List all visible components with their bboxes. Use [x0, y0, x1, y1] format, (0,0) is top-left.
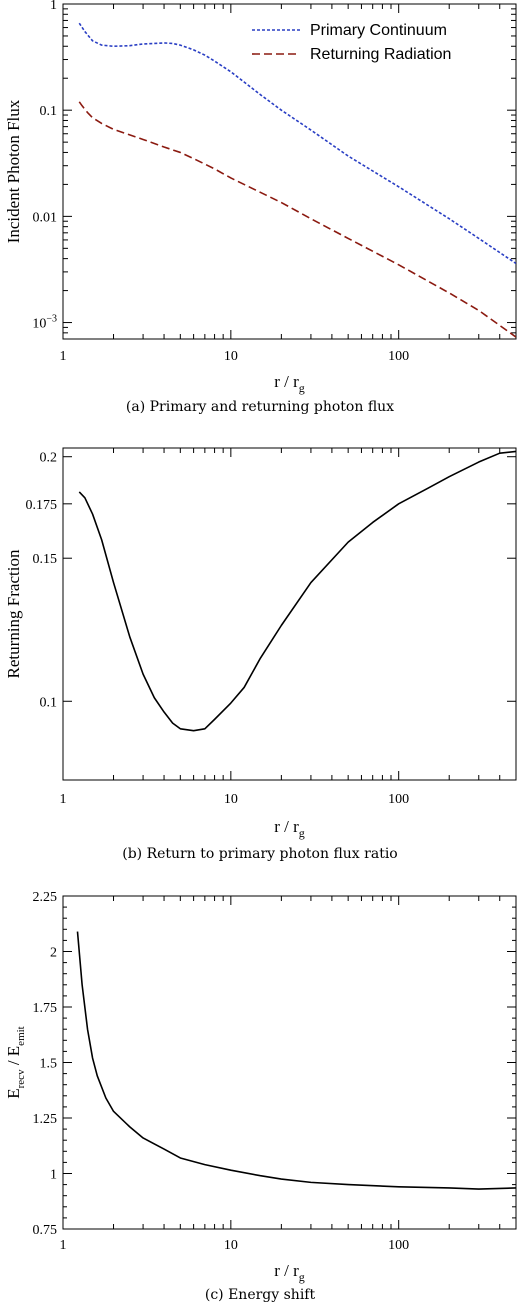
- panel-caption: (b) Return to primary photon flux ratio: [122, 846, 397, 862]
- x-tick-label: 100: [388, 1238, 409, 1253]
- chart-panel-a: 1 10 100 1 0.1 0.01 10−3 r / rg Incident Photon …: [4, 0, 517, 415]
- y-tick-label: 2.25: [33, 890, 58, 905]
- y-axis-title: Returning Fraction: [4, 549, 23, 678]
- x-tick-label: 10: [224, 349, 238, 364]
- panel-caption: (c) Energy shift: [205, 1287, 316, 1303]
- y-tick-label: 0.1: [40, 695, 58, 710]
- y-tick-label: 10−3: [32, 314, 57, 332]
- series-line-1: [78, 450, 516, 732]
- legend: Primary Continuum Returning Radiation: [252, 22, 451, 63]
- x-tick-label: 1: [60, 1238, 67, 1253]
- y-tick-label: 1: [50, 1168, 57, 1183]
- y-tick-label: 0.175: [26, 498, 58, 513]
- y-tick-label: 1.25: [33, 1112, 58, 1127]
- y-tick-label: 0.2: [40, 451, 58, 466]
- x-tick-label: 10: [224, 1238, 238, 1253]
- series-line-1: [76, 931, 516, 1190]
- x-axis-title: r / rg: [274, 817, 305, 840]
- x-tick-label: 1: [60, 792, 67, 807]
- legend-label: Returning Radiation: [310, 46, 451, 63]
- series-line-returning-radiation: [78, 101, 516, 338]
- x-tick-label: 10: [224, 792, 238, 807]
- y-tick-label: 0.15: [33, 552, 58, 567]
- x-axis-title: r / rg: [274, 1261, 305, 1284]
- y-tick-label: 2: [50, 946, 57, 961]
- y-tick-label: 1.5: [40, 1057, 58, 1072]
- legend-label: Primary Continuum: [310, 22, 447, 39]
- panel-caption: (a) Primary and returning photon flux: [126, 399, 394, 415]
- series-line-primary-continuum: [78, 22, 516, 265]
- y-tick-label: 0.01: [33, 210, 58, 225]
- plot-frame: [62, 3, 517, 340]
- y-axis-title: Incident Photon Flux: [4, 99, 23, 243]
- x-axis-title: r / rg: [274, 372, 305, 395]
- y-tick-label: 1.75: [33, 1001, 58, 1016]
- y-tick-label: 1: [50, 0, 57, 13]
- x-tick-label: 1: [60, 349, 67, 364]
- plot-frame: [62, 895, 517, 1230]
- y-tick-label: 0.1: [40, 104, 58, 119]
- y-axis-title: Erecv / Eemit: [4, 1026, 27, 1099]
- x-tick-label: 100: [388, 792, 409, 807]
- x-tick-label: 100: [388, 349, 409, 364]
- plot-frame: [62, 447, 517, 781]
- y-tick-label: 0.75: [33, 1223, 58, 1238]
- chart-panel-b: 1 10 100 0.2 0.175 0.15 0.1 r / rg Returning Fra…: [4, 447, 517, 862]
